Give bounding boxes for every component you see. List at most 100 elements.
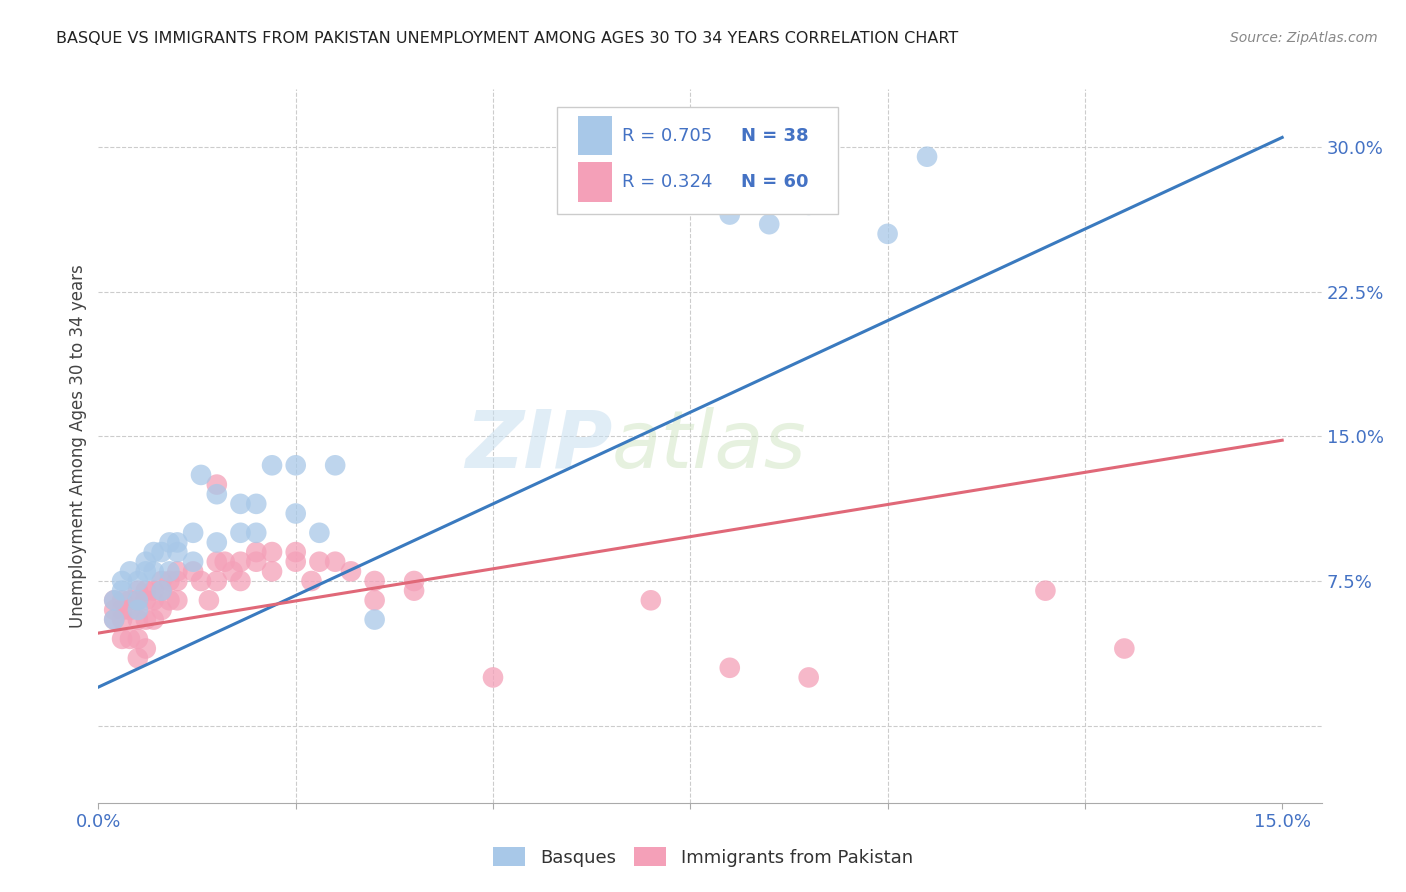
Point bbox=[181, 525, 204, 540]
Point bbox=[363, 593, 385, 607]
Text: Source: ZipAtlas.com: Source: ZipAtlas.com bbox=[1230, 31, 1378, 45]
Point bbox=[363, 574, 385, 588]
Point bbox=[323, 458, 346, 473]
Point bbox=[127, 632, 149, 646]
Point bbox=[135, 593, 157, 607]
Text: N = 38: N = 38 bbox=[741, 127, 808, 145]
Point bbox=[150, 603, 173, 617]
Point bbox=[229, 525, 252, 540]
Text: R = 0.324: R = 0.324 bbox=[621, 173, 713, 191]
Point bbox=[284, 555, 307, 569]
Bar bbox=[578, 162, 612, 202]
Point bbox=[142, 593, 165, 607]
Point bbox=[308, 525, 330, 540]
Point bbox=[205, 574, 228, 588]
Text: BASQUE VS IMMIGRANTS FROM PAKISTAN UNEMPLOYMENT AMONG AGES 30 TO 34 YEARS CORREL: BASQUE VS IMMIGRANTS FROM PAKISTAN UNEMP… bbox=[56, 31, 959, 46]
Point bbox=[135, 583, 157, 598]
Point bbox=[1114, 641, 1136, 656]
Point bbox=[718, 661, 741, 675]
Point bbox=[221, 565, 243, 579]
Point bbox=[482, 670, 505, 684]
Point bbox=[150, 583, 173, 598]
Point bbox=[404, 574, 426, 588]
Point bbox=[229, 497, 252, 511]
Point bbox=[166, 535, 188, 549]
Point bbox=[103, 613, 125, 627]
Point bbox=[758, 217, 780, 231]
Point bbox=[190, 467, 212, 482]
Point bbox=[111, 632, 134, 646]
Point bbox=[118, 603, 141, 617]
Point bbox=[118, 632, 141, 646]
Point bbox=[205, 535, 228, 549]
Point bbox=[229, 574, 252, 588]
Point bbox=[111, 593, 134, 607]
Point bbox=[166, 593, 188, 607]
Point bbox=[166, 545, 188, 559]
Point bbox=[127, 613, 149, 627]
Point bbox=[135, 565, 157, 579]
Point bbox=[135, 641, 157, 656]
Point bbox=[150, 545, 173, 559]
Point bbox=[135, 555, 157, 569]
Point bbox=[205, 487, 228, 501]
Point bbox=[118, 593, 141, 607]
Point bbox=[198, 593, 221, 607]
Point bbox=[245, 555, 267, 569]
Point bbox=[214, 555, 236, 569]
Point bbox=[150, 574, 173, 588]
Point bbox=[127, 593, 149, 607]
Point bbox=[718, 208, 741, 222]
FancyBboxPatch shape bbox=[557, 107, 838, 214]
Point bbox=[404, 583, 426, 598]
Point bbox=[142, 613, 165, 627]
Legend: Basques, Immigrants from Pakistan: Basques, Immigrants from Pakistan bbox=[485, 840, 921, 874]
Point bbox=[229, 555, 252, 569]
Point bbox=[876, 227, 898, 241]
Point bbox=[142, 565, 165, 579]
Point bbox=[166, 565, 188, 579]
Point bbox=[260, 545, 283, 559]
Point bbox=[159, 593, 181, 607]
Point bbox=[797, 198, 820, 212]
Text: ZIP: ZIP bbox=[465, 407, 612, 485]
Point bbox=[245, 545, 267, 559]
Point bbox=[111, 583, 134, 598]
Point bbox=[127, 593, 149, 607]
Point bbox=[142, 545, 165, 559]
Point bbox=[135, 613, 157, 627]
Point bbox=[111, 603, 134, 617]
Point bbox=[111, 574, 134, 588]
Point bbox=[190, 574, 212, 588]
Point bbox=[205, 477, 228, 491]
Point bbox=[103, 613, 125, 627]
Point bbox=[284, 545, 307, 559]
Point bbox=[127, 651, 149, 665]
Point bbox=[159, 565, 181, 579]
Point bbox=[159, 574, 181, 588]
Point bbox=[245, 497, 267, 511]
Point bbox=[127, 574, 149, 588]
Point bbox=[103, 593, 125, 607]
Point bbox=[308, 555, 330, 569]
Bar bbox=[578, 116, 612, 155]
Text: N = 60: N = 60 bbox=[741, 173, 808, 191]
Point bbox=[166, 574, 188, 588]
Point bbox=[260, 565, 283, 579]
Point bbox=[1035, 583, 1057, 598]
Point bbox=[915, 150, 938, 164]
Point bbox=[797, 670, 820, 684]
Point bbox=[103, 603, 125, 617]
Point bbox=[150, 583, 173, 598]
Point bbox=[301, 574, 323, 588]
Point bbox=[245, 525, 267, 540]
Point bbox=[142, 583, 165, 598]
Point bbox=[260, 458, 283, 473]
Point bbox=[640, 593, 662, 607]
Point bbox=[103, 593, 125, 607]
Point bbox=[340, 565, 363, 579]
Point bbox=[284, 507, 307, 521]
Point bbox=[284, 458, 307, 473]
Point bbox=[127, 583, 149, 598]
Y-axis label: Unemployment Among Ages 30 to 34 years: Unemployment Among Ages 30 to 34 years bbox=[69, 264, 87, 628]
